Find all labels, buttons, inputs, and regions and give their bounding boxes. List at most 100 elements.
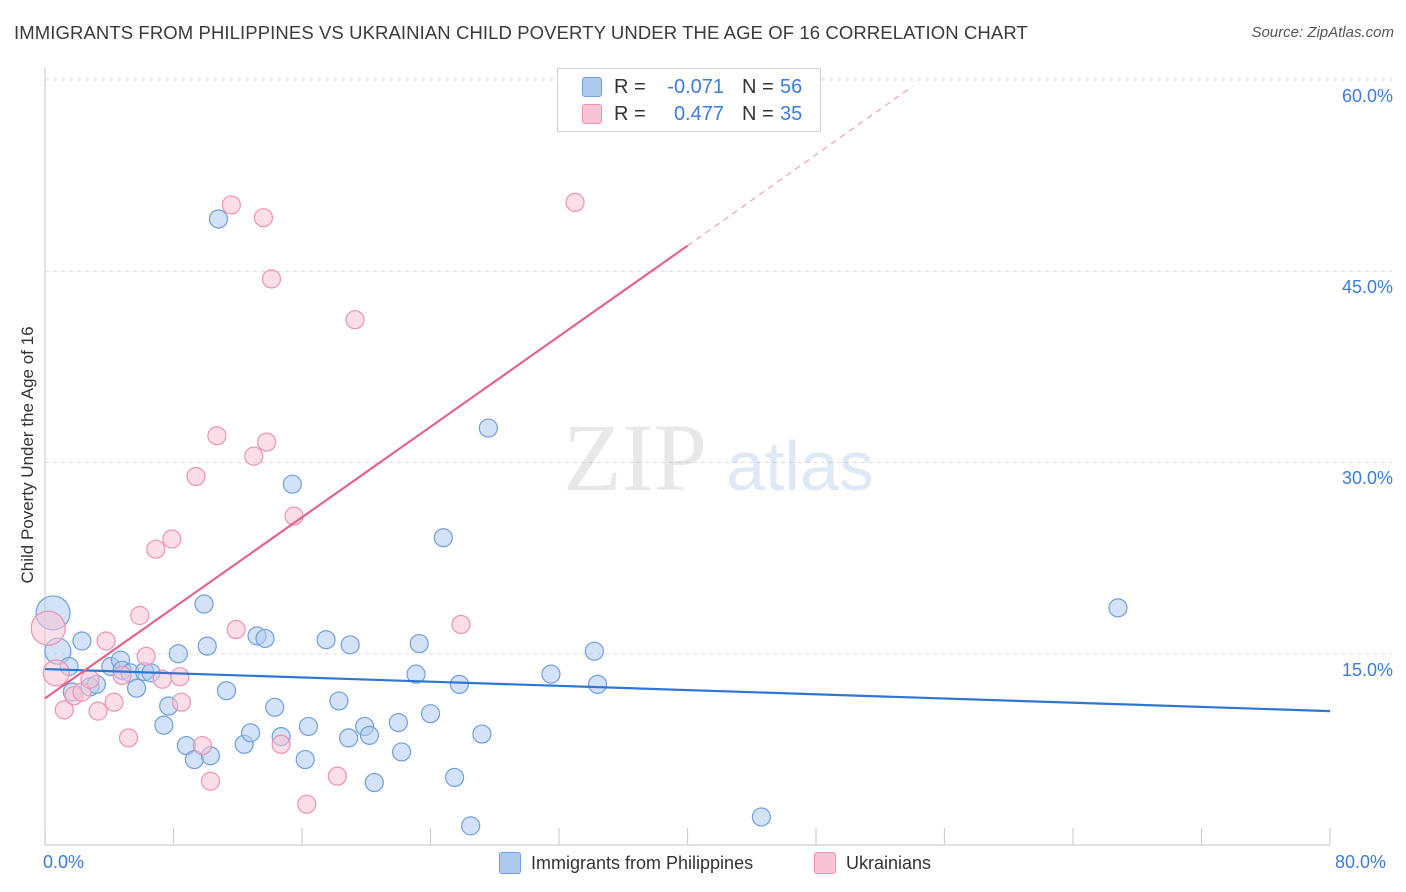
- trend-line-ukrainians: [44, 244, 689, 700]
- data-point: [364, 772, 384, 793]
- data-point: [406, 664, 426, 684]
- legend-label-ukrainians: Ukrainians: [846, 852, 932, 873]
- data-point: [186, 466, 206, 487]
- data-point: [282, 474, 302, 494]
- data-point: [112, 665, 132, 686]
- correlation-legend: R = -0.071 N = 56 R = 0.477 N = 35: [557, 68, 821, 132]
- legend-r-label: R =: [614, 75, 646, 98]
- data-point: [584, 641, 604, 661]
- data-point: [541, 664, 561, 684]
- data-point: [162, 529, 182, 549]
- data-point: [345, 310, 365, 330]
- data-point: [391, 742, 412, 762]
- series-legend: Immigrants from Philippines Ukrainians: [0, 852, 1406, 878]
- gridlines: [45, 77, 1392, 655]
- data-point: [170, 667, 190, 687]
- data-point: [587, 674, 608, 694]
- data-point: [126, 678, 147, 698]
- legend-row-ukrainians: R = 0.477 N = 35: [558, 101, 802, 127]
- legend-swatch-pink: [582, 104, 602, 124]
- x-tick-label-min: 0.0%: [43, 852, 85, 872]
- data-point: [420, 704, 441, 724]
- data-point: [192, 735, 213, 756]
- data-point: [265, 697, 285, 717]
- watermark: ZIP atlas: [563, 404, 874, 511]
- legend-item-ukrainians: Ukrainians: [814, 852, 931, 874]
- data-point: [388, 712, 408, 733]
- data-point: [171, 692, 192, 712]
- data-point: [216, 681, 237, 701]
- data-point: [461, 816, 481, 836]
- legend-n-value: 35: [780, 102, 803, 125]
- data-point: [154, 715, 174, 735]
- data-point: [433, 528, 453, 548]
- y-tick-label-45: 45.0%: [1341, 277, 1393, 297]
- chart-title: IMMIGRANTS FROM PHILIPPINES VS UKRAINIAN…: [14, 22, 1028, 43]
- data-point: [80, 669, 100, 689]
- watermark-atlas: atlas: [726, 427, 874, 505]
- data-point: [295, 749, 315, 770]
- data-point: [255, 628, 275, 649]
- legend-r-label: R =: [614, 102, 646, 125]
- data-point: [96, 631, 116, 651]
- data-point: [257, 432, 277, 452]
- legend-label-philippines: Immigrants from Philippines: [531, 852, 754, 873]
- data-point: [118, 728, 139, 748]
- legend-swatch-blue: [582, 77, 602, 97]
- data-point: [207, 426, 227, 446]
- data-point: [226, 619, 246, 640]
- data-point: [130, 605, 150, 626]
- data-point: [42, 659, 70, 687]
- data-point: [359, 725, 380, 745]
- data-point: [54, 700, 74, 720]
- data-point: [751, 807, 771, 827]
- data-point: [208, 209, 229, 229]
- data-point: [449, 674, 470, 694]
- data-point: [298, 716, 319, 737]
- legend-item-philippines: Immigrants from Philippines: [499, 852, 753, 874]
- legend-r-value: 0.477: [673, 102, 724, 125]
- trend-lines: [44, 85, 1331, 713]
- data-point: [30, 610, 66, 646]
- data-point: [316, 630, 336, 650]
- data-point: [241, 723, 261, 743]
- legend-n-label: N =: [742, 102, 774, 125]
- legend-swatch-blue: [499, 852, 521, 874]
- trend-line-philippines: [44, 667, 1331, 713]
- data-point: [472, 724, 492, 744]
- legend-r-value: -0.071: [667, 75, 724, 98]
- data-point: [478, 418, 498, 438]
- trend-line-ukrainians-extension: [687, 85, 913, 247]
- data-point: [409, 633, 429, 654]
- legend-n-value: 56: [780, 75, 803, 98]
- data-point: [444, 767, 465, 788]
- data-point: [244, 446, 264, 466]
- data-point: [451, 614, 471, 635]
- data-point: [168, 644, 188, 664]
- data-point: [88, 701, 108, 721]
- axes: [44, 68, 1331, 846]
- legend-swatch-pink: [814, 852, 836, 874]
- watermark-zip: ZIP: [563, 404, 707, 511]
- data-point: [261, 269, 282, 289]
- legend-n-label: N =: [742, 75, 774, 98]
- data-point: [327, 766, 347, 786]
- data-point: [271, 734, 291, 754]
- y-tick-label-15: 15.0%: [1341, 660, 1393, 680]
- data-point: [1108, 598, 1128, 618]
- data-point: [329, 691, 349, 711]
- data-point: [104, 692, 124, 712]
- data-point: [338, 728, 359, 748]
- y-tick-label-60: 60.0%: [1341, 86, 1393, 106]
- series-ukrainians-points: [30, 192, 585, 814]
- data-point: [197, 636, 217, 656]
- legend-row-philippines: R = -0.071 N = 56: [558, 74, 802, 100]
- data-point: [221, 195, 241, 215]
- data-point: [200, 771, 221, 791]
- source-credit: Source: ZipAtlas.com: [1251, 24, 1394, 41]
- y-tick-label-30: 30.0%: [1341, 468, 1393, 488]
- data-point: [565, 192, 585, 212]
- data-point: [340, 635, 360, 655]
- x-tick-label-max: 80.0%: [1335, 852, 1387, 872]
